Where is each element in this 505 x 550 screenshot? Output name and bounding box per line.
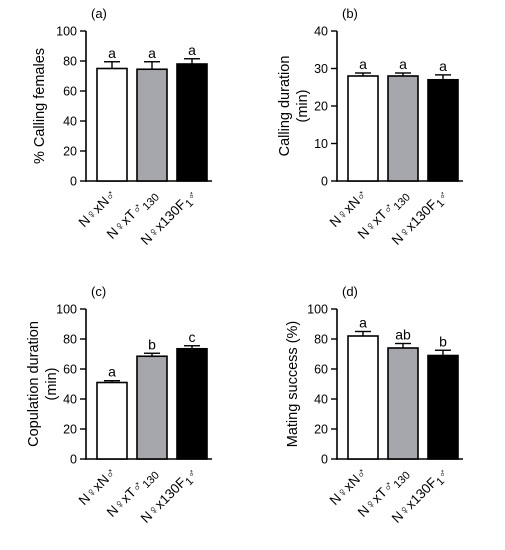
y-tick-label: 100: [56, 25, 77, 39]
y-tick-label: 40: [314, 25, 328, 39]
y-tick-label: 40: [63, 393, 77, 407]
y-tick-label: 10: [314, 137, 328, 151]
y-axis-label: % Calling females: [32, 48, 48, 164]
y-tick-label: 0: [321, 453, 328, 467]
significance-letter: b: [439, 333, 447, 349]
bar: [176, 347, 208, 460]
category-label: N♀x130F1♂: [389, 187, 453, 251]
significance-letter: b: [148, 336, 156, 352]
significance-letter: a: [439, 58, 447, 74]
y-tick-label: 40: [63, 115, 77, 129]
bar: [136, 355, 168, 460]
y-tick-label: 60: [63, 85, 77, 99]
y-tick-label: 80: [63, 55, 77, 69]
bar: [347, 75, 379, 182]
bar: [136, 68, 168, 182]
bar: [427, 78, 459, 182]
y-axis-label: Mating success (%): [285, 321, 301, 448]
y-tick-label: 20: [314, 423, 328, 437]
significance-letter: a: [399, 56, 407, 72]
y-tick-label: 80: [63, 333, 77, 347]
panel-label: (d): [342, 284, 358, 299]
category-label: N♀x130F1♂: [389, 465, 453, 529]
y-tick-label: 80: [314, 333, 328, 347]
y-tick-label: 20: [63, 145, 77, 159]
bar: [347, 335, 379, 460]
bar: [427, 354, 459, 460]
y-tick-label: 100: [56, 303, 77, 317]
y-tick-label: 0: [70, 175, 77, 189]
panel-label: (b): [342, 6, 358, 21]
y-tick-label: 30: [314, 62, 328, 76]
y-tick-label: 20: [314, 100, 328, 114]
panel-c: (c) 0 20 40 60 80 100 Copulation duration (min) a…: [26, 284, 212, 529]
significance-letter: a: [188, 42, 196, 58]
significance-letter: a: [108, 45, 116, 61]
bar: [96, 67, 128, 182]
y-tick-label: 0: [70, 453, 77, 467]
category-label: N♀x130F1♂: [138, 187, 202, 251]
significance-letter: c: [189, 329, 196, 345]
y-tick-label: 40: [314, 393, 328, 407]
y-tick-label: 100: [307, 303, 328, 317]
significance-letter: a: [108, 364, 116, 380]
significance-letter: a: [359, 315, 367, 331]
y-axis-label: Copulation duration (min): [26, 321, 60, 447]
bar: [176, 63, 208, 182]
panel-label: (a): [91, 6, 107, 21]
y-tick-label: 60: [63, 363, 77, 377]
bar: [387, 75, 419, 182]
y-tick-label: 60: [314, 363, 328, 377]
bar: [96, 381, 128, 460]
y-tick-label: 20: [63, 423, 77, 437]
y-tick-label: 0: [321, 175, 328, 189]
y-axis-label: Calling duration (min): [277, 56, 311, 157]
significance-letter: a: [148, 45, 156, 61]
significance-letter: a: [359, 56, 367, 72]
category-label: N♀x130F1♂: [138, 465, 202, 529]
panel-label: (c): [91, 284, 106, 299]
significance-letter: ab: [395, 327, 411, 343]
bar: [387, 347, 419, 460]
